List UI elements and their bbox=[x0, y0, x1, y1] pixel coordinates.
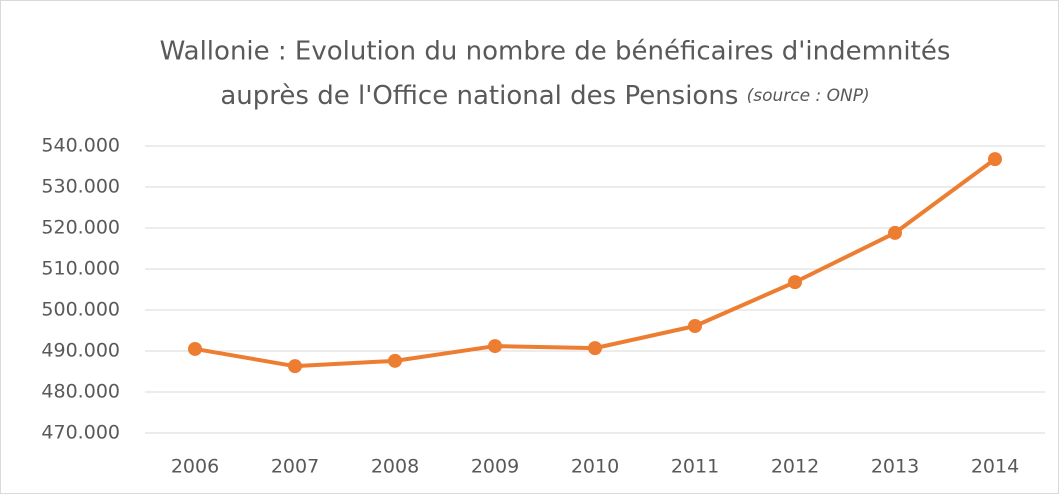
y-tick-label: 490.000 bbox=[41, 340, 120, 362]
y-tick-label: 480.000 bbox=[41, 381, 120, 403]
marker bbox=[388, 353, 402, 368]
x-tick-label: 2011 bbox=[671, 456, 719, 478]
marker bbox=[288, 359, 302, 374]
x-tick-label: 2006 bbox=[171, 456, 219, 478]
y-tick-label: 470.000 bbox=[41, 422, 120, 444]
chart-source: (source : ONP) bbox=[747, 86, 870, 106]
y-tick-label: 520.000 bbox=[41, 217, 120, 239]
chart-title: Wallonie : Evolution du nombre de bénéfi… bbox=[160, 37, 951, 67]
x-tick-label: 2014 bbox=[971, 456, 1019, 478]
chart-title: auprès de l'Office national des Pensions… bbox=[220, 81, 869, 111]
y-tick-label: 540.000 bbox=[41, 135, 120, 157]
marker bbox=[888, 225, 902, 240]
marker bbox=[988, 152, 1002, 167]
marker bbox=[188, 341, 202, 356]
y-tick-label: 510.000 bbox=[41, 258, 120, 280]
x-tick-label: 2008 bbox=[371, 456, 419, 478]
chart-title-line: auprès de l'Office national des Pensions bbox=[220, 81, 738, 111]
x-tick-label: 2010 bbox=[571, 456, 619, 478]
marker bbox=[488, 339, 502, 354]
x-tick-label: 2007 bbox=[271, 456, 319, 478]
marker bbox=[588, 341, 602, 356]
x-tick-label: 2009 bbox=[471, 456, 519, 478]
x-tick-label: 2013 bbox=[871, 456, 919, 478]
x-tick-label: 2012 bbox=[771, 456, 819, 478]
y-tick-label: 500.000 bbox=[41, 299, 120, 321]
y-tick-label: 530.000 bbox=[41, 176, 120, 198]
marker bbox=[788, 275, 802, 290]
marker bbox=[688, 318, 702, 333]
